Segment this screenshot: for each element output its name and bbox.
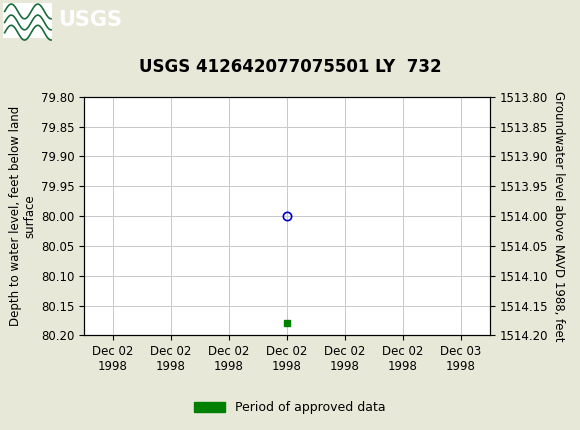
Bar [3, 3, 52, 37]
Y-axis label: Groundwater level above NAVD 1988, feet: Groundwater level above NAVD 1988, feet [553, 91, 566, 341]
Y-axis label: Depth to water level, feet below land
surface: Depth to water level, feet below land su… [9, 106, 37, 326]
Legend: Period of approved data: Period of approved data [189, 396, 391, 419]
Text: USGS: USGS [58, 10, 122, 31]
Text: USGS 412642077075501 LY  732: USGS 412642077075501 LY 732 [139, 58, 441, 76]
